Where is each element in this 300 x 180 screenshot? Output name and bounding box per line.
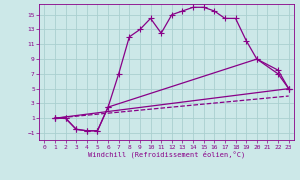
X-axis label: Windchill (Refroidissement éolien,°C): Windchill (Refroidissement éolien,°C) — [88, 151, 245, 158]
